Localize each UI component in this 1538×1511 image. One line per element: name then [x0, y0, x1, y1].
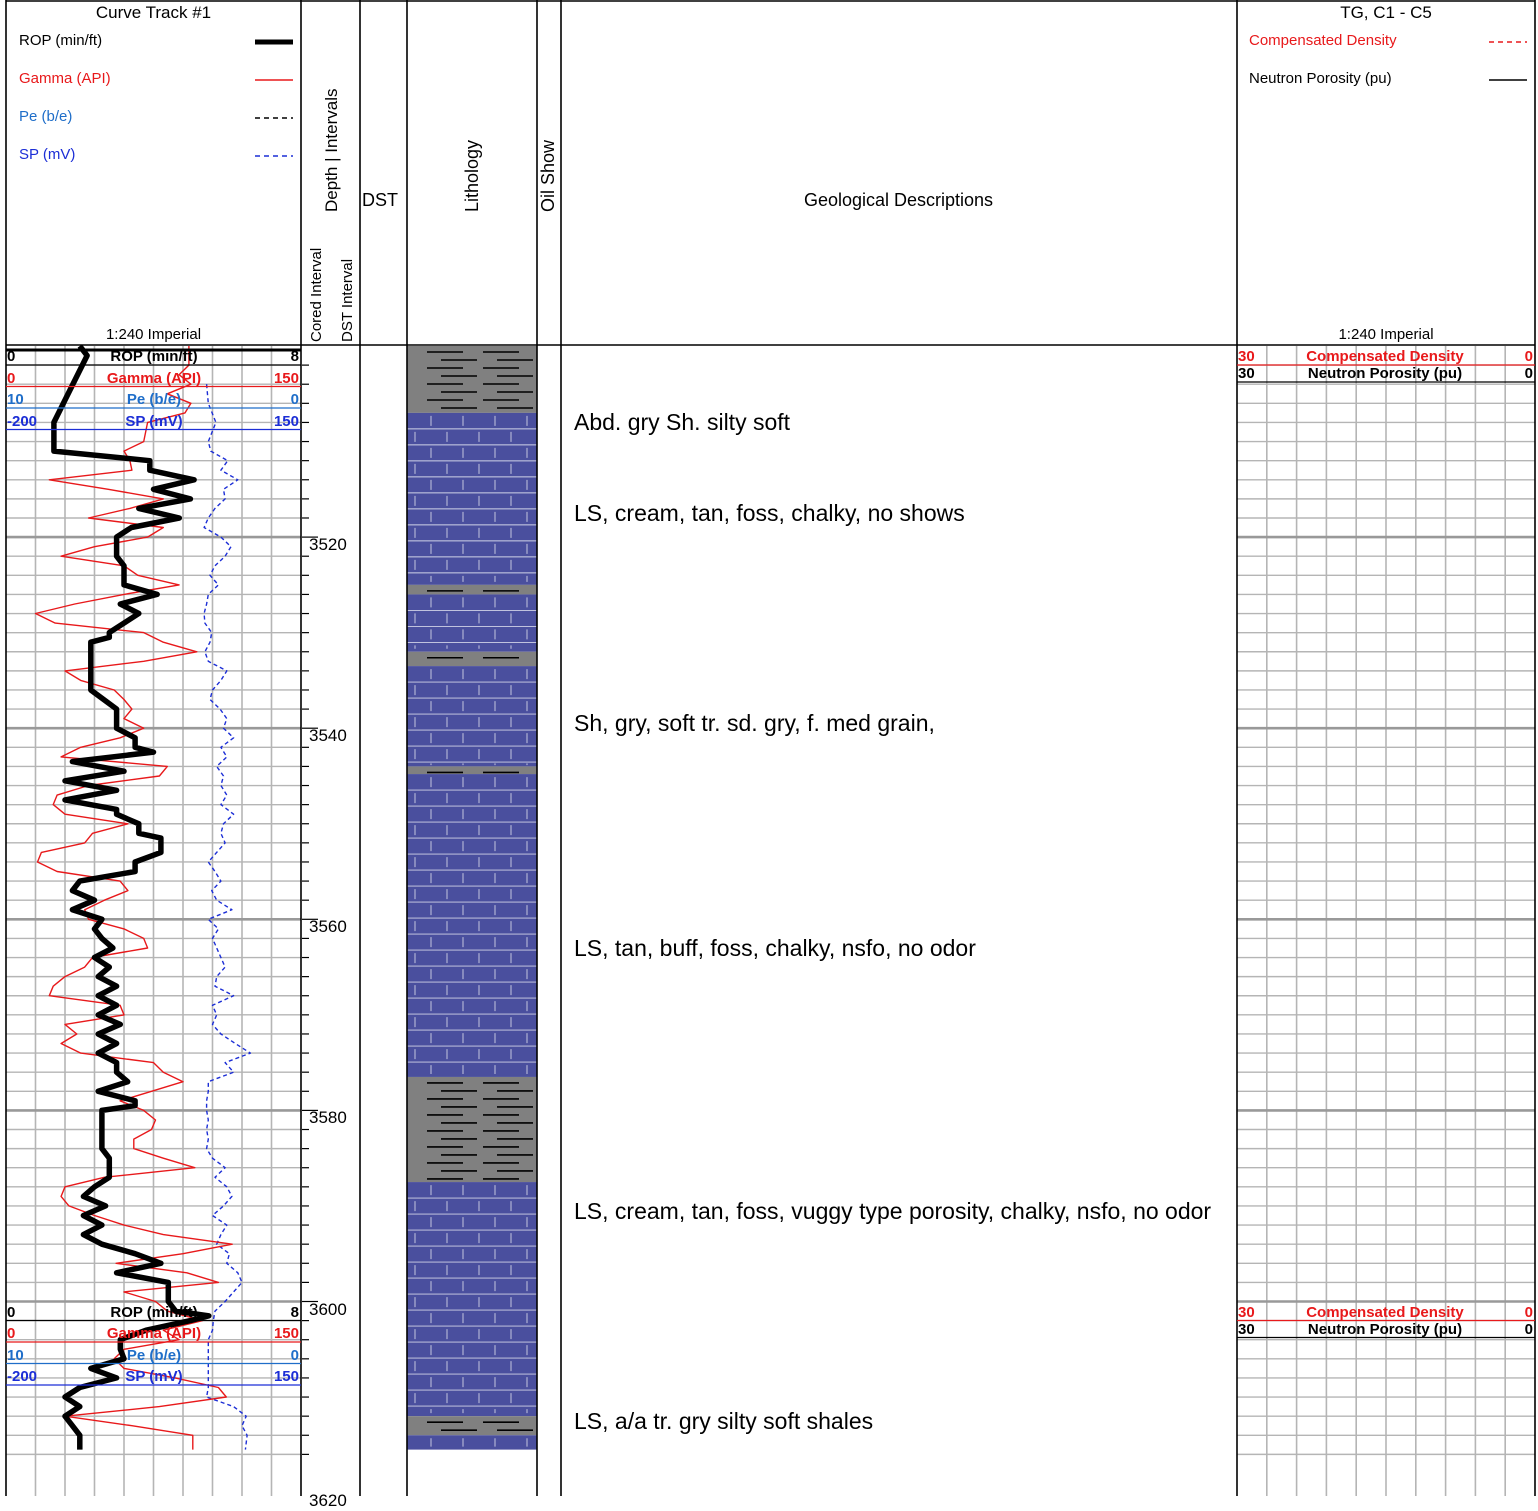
depth-tick-label: 3560 — [309, 917, 347, 937]
scale-min-label: 0 — [7, 369, 16, 387]
legend-entry-label: ROP (min/ft) — [19, 32, 103, 49]
scale-min-label: -200 — [7, 1368, 38, 1385]
shale-bed — [407, 584, 537, 595]
scale-max-label: 0 — [290, 391, 299, 408]
scale-min-label: 30 — [1238, 348, 1255, 365]
scale-max-label: 8 — [290, 1303, 299, 1321]
scale-max-label: 0 — [1524, 1303, 1533, 1321]
scale-name-label: Gamma (API) — [106, 369, 202, 387]
scale-max-label: 150 — [273, 369, 299, 387]
scale-min-label: 0 — [7, 1303, 16, 1321]
scale-min-label: 0 — [7, 348, 16, 365]
scale-name-label: Neutron Porosity (pu) — [1307, 1320, 1463, 1338]
legend-entry-label: SP (mV) — [19, 146, 76, 163]
scale-name-label: Neutron Porosity (pu) — [1307, 365, 1463, 382]
limestone-bed — [407, 594, 537, 652]
scale-name-label: ROP (min/ft) — [110, 348, 198, 365]
scale-min-label: -200 — [7, 412, 38, 430]
scale-name-label: SP (mV) — [125, 1368, 183, 1385]
scale-min-label: 30 — [1238, 365, 1255, 382]
scale-max-label: 150 — [273, 1325, 299, 1342]
scale-name-label: ROP (min/ft) — [110, 1303, 198, 1321]
depth-tick-label: 3620 — [309, 1490, 347, 1510]
rop-curve — [51, 344, 212, 1450]
scale-name-label: Pe (b/e) — [126, 391, 182, 408]
limestone-bed — [407, 412, 537, 585]
gamma-curve — [34, 346, 233, 1450]
scale-max-label: 0 — [1524, 365, 1533, 382]
dst-interval-label: DST Interval — [339, 258, 356, 342]
limestone-bed — [407, 774, 537, 1077]
right-track-title: TG, C1 - C5 — [1340, 3, 1432, 22]
shale-bed — [407, 766, 537, 775]
scale-name-label: Compensated Density — [1306, 1303, 1464, 1321]
scale-max-label: 0 — [1524, 1320, 1533, 1338]
depth-tick-label: 3600 — [309, 1299, 347, 1319]
depth-intervals-label: Depth | Intervals — [322, 88, 341, 212]
scale-right-label: 1:240 Imperial — [1338, 326, 1434, 343]
limestone-bed — [407, 1435, 537, 1450]
scale-name-label: Pe (b/e) — [126, 1346, 182, 1364]
legend-entry-label: Pe (b/e) — [19, 108, 73, 125]
scale-min-label: 30 — [1238, 1320, 1255, 1338]
shale-bed — [407, 1076, 537, 1183]
geological-description: LS, cream, tan, foss, vuggy type porosit… — [574, 1197, 1212, 1224]
scale-min-label: 30 — [1238, 1303, 1255, 1321]
shale-bed — [407, 1416, 537, 1436]
geological-descriptions-label: Geological Descriptions — [803, 190, 994, 210]
curve-track-title: Curve Track #1 — [95, 3, 212, 22]
scale-max-label: 0 — [1524, 348, 1533, 365]
legend-entry-label: Compensated Density — [1249, 32, 1397, 49]
scale-max-label: 150 — [273, 412, 299, 430]
scale-name-label: SP (mV) — [125, 412, 183, 430]
lithology-label: Lithology — [462, 139, 482, 212]
depth-tick-label: 3520 — [309, 535, 347, 555]
scale-max-label: 150 — [273, 1368, 299, 1385]
dst-label: DST — [362, 190, 398, 210]
scale-min-label: 10 — [7, 1346, 24, 1364]
geological-description: LS, cream, tan, foss, chalky, no shows — [574, 500, 965, 527]
limestone-bed — [407, 1182, 537, 1417]
legend-entry-label: Gamma (API) — [19, 70, 111, 87]
shale-bed — [407, 651, 537, 667]
scale-max-label: 0 — [290, 1346, 299, 1364]
geological-description: LS, a/a tr. gry silty soft shales — [574, 1407, 874, 1434]
depth-tick-label: 3580 — [309, 1108, 347, 1128]
geological-description: Abd. gry Sh. silty soft — [574, 409, 791, 436]
geological-description: LS, tan, buff, foss, chalky, nsfo, no od… — [574, 934, 976, 961]
limestone-bed — [407, 666, 537, 767]
scale-left-label: 1:240 Imperial — [105, 326, 202, 343]
oil-show-label: Oil Show — [538, 139, 558, 212]
scale-max-label: 8 — [290, 348, 299, 365]
scale-name-label: Compensated Density — [1306, 348, 1464, 365]
sp-curve — [203, 384, 252, 1450]
scale-min-label: 0 — [7, 1325, 16, 1342]
shale-bed — [407, 346, 537, 413]
scale-min-label: 10 — [7, 391, 24, 408]
cored-interval-label: Cored Interval — [308, 247, 325, 342]
geological-description: Sh, gry, soft tr. sd. gry, f. med grain, — [574, 710, 935, 737]
legend-entry-label: Neutron Porosity (pu) — [1249, 70, 1392, 87]
depth-tick-label: 3540 — [309, 726, 347, 746]
scale-name-label: Gamma (API) — [106, 1325, 202, 1342]
